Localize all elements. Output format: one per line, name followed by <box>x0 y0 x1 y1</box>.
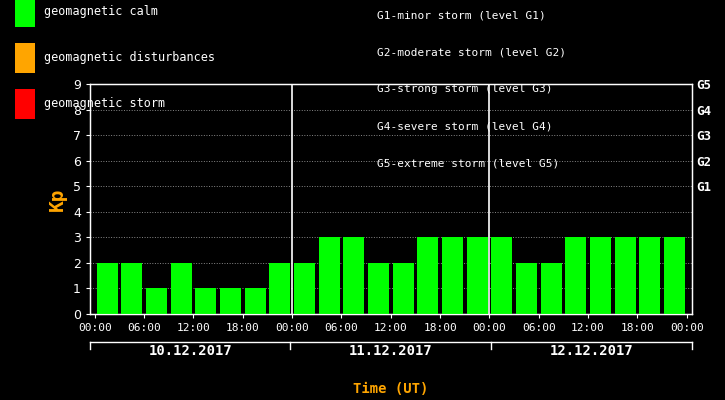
Text: G5-extreme storm (level G5): G5-extreme storm (level G5) <box>377 159 559 169</box>
Bar <box>96 263 117 314</box>
Bar <box>319 237 339 314</box>
Text: 12.12.2017: 12.12.2017 <box>550 344 633 358</box>
Text: G1-minor storm (level G1): G1-minor storm (level G1) <box>377 10 546 20</box>
Bar <box>294 263 315 314</box>
Bar <box>368 263 389 314</box>
Bar <box>664 237 685 314</box>
Text: 10.12.2017: 10.12.2017 <box>149 344 232 358</box>
Bar <box>541 263 562 314</box>
Bar <box>393 263 413 314</box>
Text: Time (UT): Time (UT) <box>353 382 428 396</box>
Text: geomagnetic disturbances: geomagnetic disturbances <box>44 52 215 64</box>
Bar <box>467 237 488 314</box>
Text: 11.12.2017: 11.12.2017 <box>349 344 433 358</box>
Bar <box>639 237 660 314</box>
Bar <box>418 237 438 314</box>
Text: G4-severe storm (level G4): G4-severe storm (level G4) <box>377 122 552 132</box>
Bar <box>566 237 587 314</box>
Bar <box>590 237 611 314</box>
Bar <box>170 263 191 314</box>
Bar <box>615 237 636 314</box>
Bar <box>269 263 290 314</box>
Text: geomagnetic storm: geomagnetic storm <box>44 98 165 110</box>
Bar <box>195 288 216 314</box>
Text: G2-moderate storm (level G2): G2-moderate storm (level G2) <box>377 47 566 57</box>
Bar <box>442 237 463 314</box>
Bar <box>220 288 241 314</box>
Bar <box>244 288 265 314</box>
Bar <box>121 263 142 314</box>
Text: G3-strong storm (level G3): G3-strong storm (level G3) <box>377 84 552 94</box>
Bar <box>492 237 513 314</box>
Y-axis label: Kp: Kp <box>49 187 67 211</box>
Text: geomagnetic calm: geomagnetic calm <box>44 6 157 18</box>
Bar <box>146 288 167 314</box>
Bar <box>516 263 537 314</box>
Bar <box>344 237 364 314</box>
